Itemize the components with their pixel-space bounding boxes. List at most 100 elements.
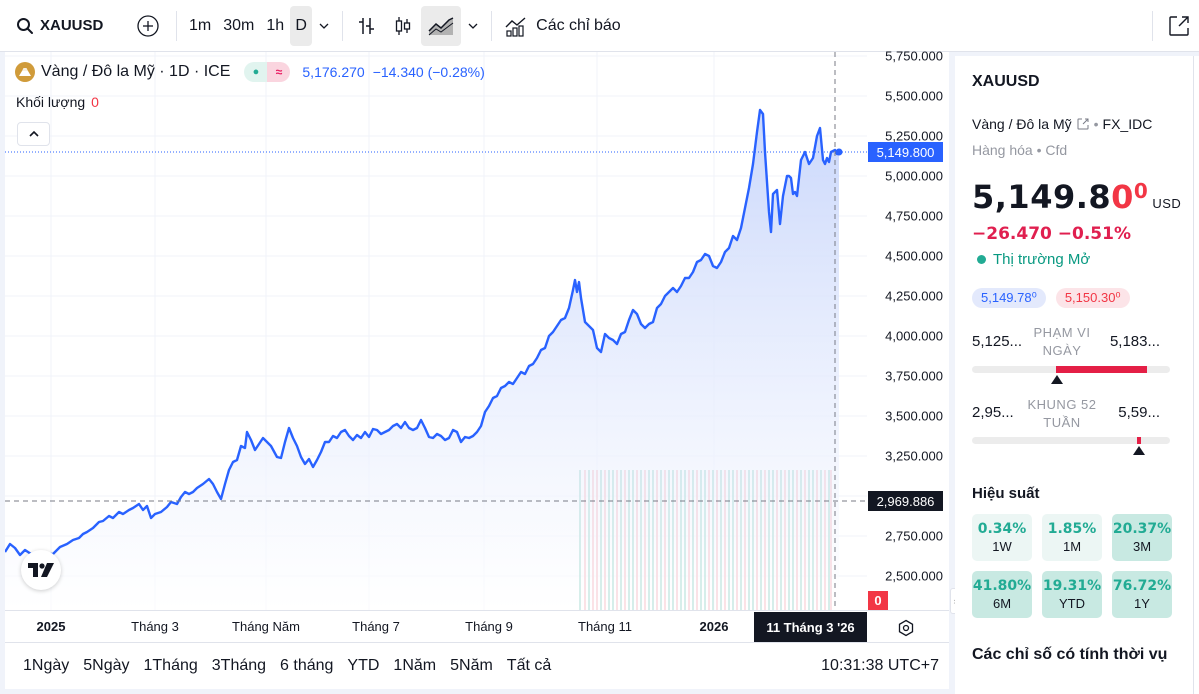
symbol-search-button[interactable]: XAUUSD xyxy=(16,17,128,35)
interval-d[interactable]: D xyxy=(290,5,313,46)
bullet-separator: • xyxy=(1093,116,1099,132)
performance-3m[interactable]: 20.37% 3M xyxy=(1112,514,1172,561)
bid-price: 5,149.78⁰ xyxy=(972,288,1046,308)
time-tick: Tháng Năm xyxy=(232,619,300,634)
range-3m[interactable]: 3Tháng xyxy=(211,657,267,674)
price-tick: 3,500.000 xyxy=(885,408,943,424)
performance-1m[interactable]: 1.85% 1M xyxy=(1042,514,1102,561)
bar-chart-button[interactable] xyxy=(349,6,385,46)
price-tick: 5,500.000 xyxy=(885,88,943,104)
price-axis[interactable]: 5,750.000 5,500.000 5,250.000 5,000.000 … xyxy=(867,49,949,610)
week52-marker-icon xyxy=(1133,446,1145,455)
interval-1m[interactable]: 1m xyxy=(189,16,212,34)
chart-panel: Vàng / Đô la Mỹ · 1D · ICE ● ≈ 5,176.270… xyxy=(5,49,949,642)
legend-price: 5,176.270 xyxy=(302,64,365,80)
interval-dropdown-button[interactable] xyxy=(312,6,336,46)
day-range-label: PHẠM VI NGÀY xyxy=(1033,325,1091,358)
open-external-icon xyxy=(1169,16,1189,36)
chevron-down-icon xyxy=(319,23,329,29)
performance-value: 1.85% xyxy=(1047,521,1097,537)
market-status[interactable]: Thị trường Mở xyxy=(977,251,1090,268)
toolbar-divider xyxy=(342,10,344,41)
settings-icon xyxy=(898,619,914,637)
performance-value: 41.80% xyxy=(972,578,1032,594)
performance-period: 1Y xyxy=(1134,596,1150,611)
range-6m[interactable]: 6 tháng xyxy=(280,657,334,674)
indicators-button[interactable]: Các chỉ báo xyxy=(498,6,627,46)
time-axis[interactable]: 2025 Tháng 3 Tháng Năm Tháng 7 Tháng 9 T… xyxy=(5,610,949,642)
indicators-icon xyxy=(505,16,526,37)
seasonals-title: Các chỉ số có tính thời vụ xyxy=(972,646,1168,663)
interval-1h[interactable]: 1h xyxy=(266,16,285,34)
range-5y[interactable]: 5Năm xyxy=(450,657,493,674)
panel-scrollbar[interactable] xyxy=(1193,56,1199,694)
performance-value: 0.34% xyxy=(977,521,1027,537)
range-all[interactable]: Tất cả xyxy=(506,657,552,674)
week52-track xyxy=(972,437,1170,444)
range-1m[interactable]: 1Tháng xyxy=(143,657,198,674)
market-open-dot-icon xyxy=(977,255,986,264)
price-tick: 4,000.000 xyxy=(885,328,943,344)
last-price-label: 5,149.800 xyxy=(868,142,943,162)
price-last-digit: 0 xyxy=(1111,178,1134,216)
legend-title[interactable]: Vàng / Đô la Mỹ · 1D · ICE xyxy=(41,63,231,80)
panel-exchange[interactable]: FX_IDC xyxy=(1102,116,1153,132)
symbol-details-panel: XAUUSD Vàng / Đô la Mỹ • FX_IDC Hàng hóa… xyxy=(955,56,1193,694)
day-range-fill xyxy=(1056,366,1147,373)
collapse-legend-button[interactable] xyxy=(17,122,50,146)
range-1d[interactable]: 1Ngày xyxy=(23,657,70,674)
panel-description: Vàng / Đô la Mỹ • FX_IDC xyxy=(972,116,1152,132)
time-tick: 2026 xyxy=(699,619,729,634)
performance-period: YTD xyxy=(1059,596,1085,611)
open-external-button[interactable] xyxy=(1159,6,1199,46)
price-tick: 4,250.000 xyxy=(885,288,943,304)
area-chart-button[interactable] xyxy=(421,5,462,46)
range-5d[interactable]: 5Ngày xyxy=(83,657,130,674)
crosshair-time-label: 11 Tháng 3 '26 xyxy=(754,612,867,642)
open-external-icon[interactable] xyxy=(1076,117,1090,131)
legend-change: −14.340 (−0.28%) xyxy=(372,64,485,80)
range-1y[interactable]: 1Năm xyxy=(393,657,437,674)
chart-canvas[interactable]: Vàng / Đô la Mỹ · 1D · ICE ● ≈ 5,176.270… xyxy=(5,52,867,610)
price-tick: 3,750.000 xyxy=(885,368,943,384)
panel-description-text[interactable]: Vàng / Đô la Mỹ xyxy=(972,116,1072,132)
performance-period: 1M xyxy=(1062,539,1082,554)
performance-value: 20.37% xyxy=(1112,521,1172,537)
performance-ytd[interactable]: 19.31% YTD xyxy=(1042,571,1102,618)
performance-period: 3M xyxy=(1132,539,1152,554)
chart-legend: Vàng / Đô la Mỹ · 1D · ICE ● ≈ 5,176.270… xyxy=(15,62,485,82)
price-tick: 5,250.000 xyxy=(885,128,943,144)
chevron-up-icon xyxy=(28,130,39,137)
range-ytd[interactable]: YTD xyxy=(347,657,380,674)
price-tick: 2,750.000 xyxy=(885,528,943,544)
performance-1y[interactable]: 76.72% 1Y xyxy=(1112,571,1172,618)
data-delayed-icon: ≈ xyxy=(267,62,291,82)
panel-symbol[interactable]: XAUUSD xyxy=(972,73,1040,90)
price-main: 5,149.8 xyxy=(972,178,1112,216)
volume-legend-label[interactable]: Khối lượng xyxy=(16,94,86,110)
interval-30m[interactable]: 30m xyxy=(223,16,255,34)
add-symbol-icon xyxy=(137,14,159,37)
toolbar-divider xyxy=(1152,11,1153,41)
chevron-down-icon xyxy=(468,23,478,29)
chart-settings-button[interactable] xyxy=(895,617,917,639)
performance-period: 1W xyxy=(992,539,1012,554)
price-line xyxy=(5,108,840,560)
chart-type-dropdown-button[interactable] xyxy=(461,6,485,46)
tradingview-logo[interactable] xyxy=(21,550,61,590)
timezone-clock[interactable]: 10:31:38 UTC+7 xyxy=(821,657,939,674)
market-status-pill[interactable]: ● ≈ xyxy=(244,62,291,82)
candles-button[interactable] xyxy=(385,6,421,46)
price-tick: 4,750.000 xyxy=(885,208,943,224)
search-icon xyxy=(17,17,33,34)
market-open-icon: ● xyxy=(244,62,268,82)
symbol-label: XAUUSD xyxy=(40,17,104,34)
market-status-label: Thị trường Mở xyxy=(993,251,1091,268)
time-tick: Tháng 3 xyxy=(131,619,179,634)
volume-legend-value: 0 xyxy=(91,94,99,110)
gold-symbol-icon xyxy=(15,62,35,82)
add-symbol-button[interactable] xyxy=(130,6,166,46)
performance-1w[interactable]: 0.34% 1W xyxy=(972,514,1032,561)
performance-6m[interactable]: 41.80% 6M xyxy=(972,571,1032,618)
